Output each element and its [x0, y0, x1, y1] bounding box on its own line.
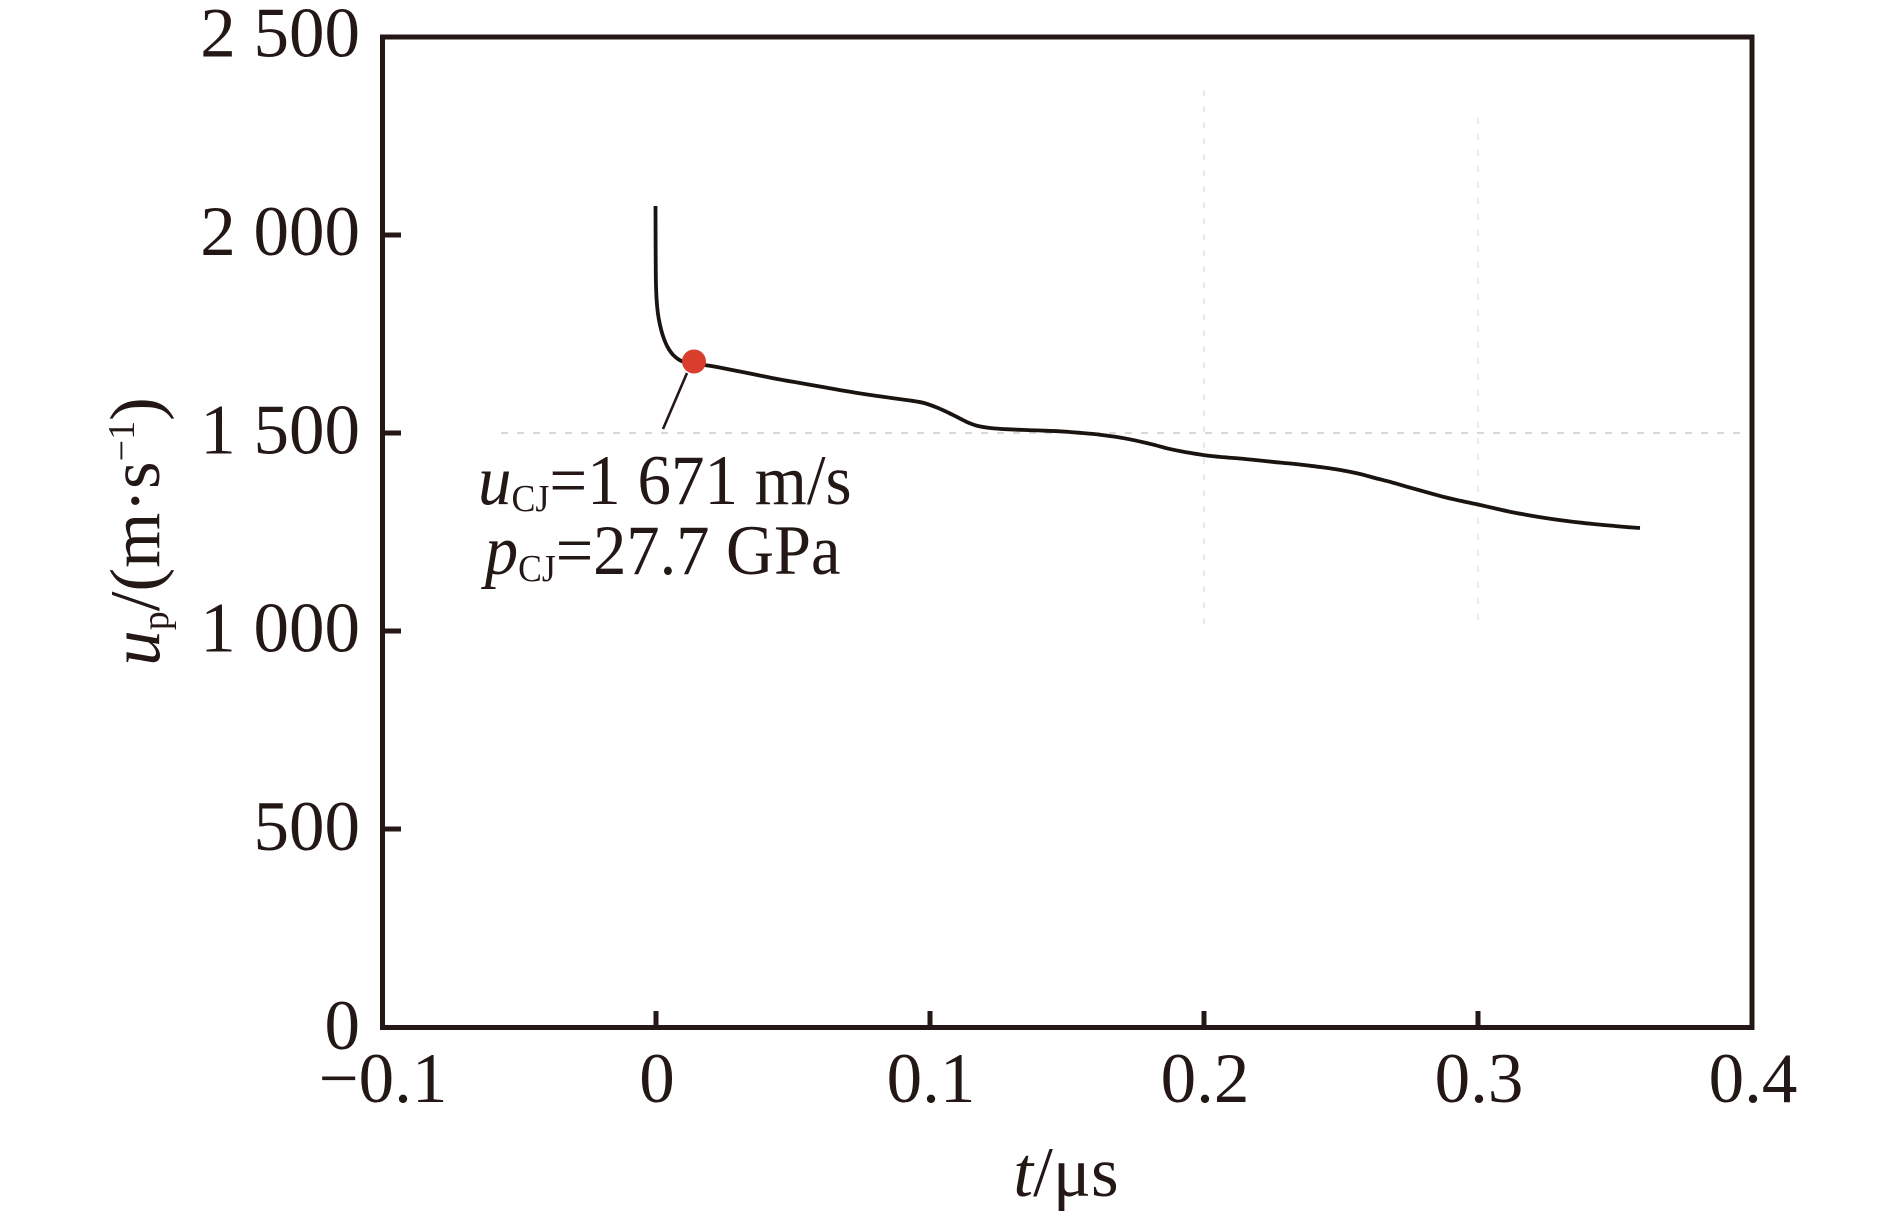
- svg-text:0.1: 0.1: [887, 1040, 976, 1118]
- svg-text:2 000: 2 000: [200, 193, 360, 271]
- svg-text:0: 0: [325, 987, 361, 1065]
- svg-text:−0.1: −0.1: [319, 1040, 448, 1118]
- svg-text:1 500: 1 500: [200, 392, 360, 470]
- svg-text:0.4: 0.4: [1709, 1040, 1798, 1118]
- svg-text:2 500: 2 500: [200, 0, 360, 73]
- svg-text:t/μs: t/μs: [1013, 1134, 1118, 1212]
- svg-text:up/(m·s−1): up/(m·s−1): [97, 397, 177, 665]
- svg-text:0: 0: [639, 1040, 675, 1118]
- svg-text:500: 500: [254, 788, 361, 866]
- svg-text:0.3: 0.3: [1435, 1040, 1524, 1118]
- svg-text:1 000: 1 000: [200, 590, 360, 668]
- svg-text:pCJ=27.7 GPa: pCJ=27.7 GPa: [480, 511, 840, 589]
- svg-text:0.2: 0.2: [1161, 1040, 1250, 1118]
- svg-text:uCJ=1 671 m/s: uCJ=1 671 m/s: [478, 440, 852, 519]
